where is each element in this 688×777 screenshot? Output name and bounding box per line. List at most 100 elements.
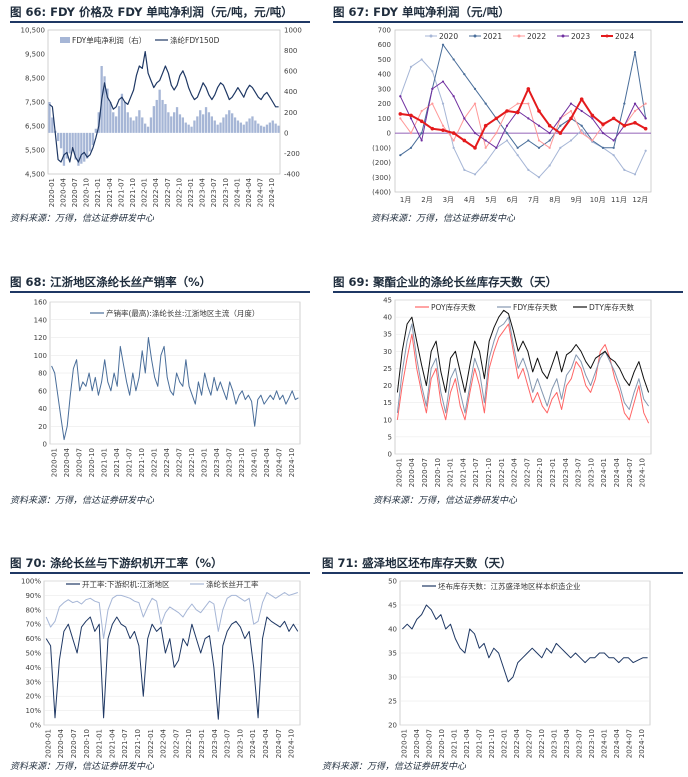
profit-bar — [48, 102, 51, 133]
series-point-2024 — [579, 97, 584, 102]
series-point-2021 — [601, 146, 605, 149]
profit-bar — [164, 104, 167, 133]
x-tick-label: 2022-07 — [175, 448, 183, 477]
series-line-2022 — [399, 103, 646, 149]
x-tick-label: 1月 — [400, 196, 411, 204]
y-tick-label: 50 — [388, 578, 397, 586]
panel-fig71: 图 71: 盛泽地区坯布库存天数（天） 20 25 30 35 40 45 50 2020-0… — [322, 555, 683, 775]
profit-bar — [228, 110, 231, 133]
x-tick-label: 2021-07 — [125, 448, 133, 477]
x-tick-label: 7月 — [528, 196, 539, 204]
x-tick-label: 2021-10 — [134, 729, 142, 758]
title-rule — [10, 291, 310, 293]
x-tick-label: 2022-04 — [152, 177, 160, 207]
profit-bar — [265, 124, 269, 133]
legend-marker — [561, 34, 565, 38]
x-tick-label: 2024-04 — [613, 457, 621, 487]
series-point-2021 — [559, 124, 562, 127]
series-point-2020 — [463, 168, 466, 172]
series-point-2024 — [483, 123, 488, 128]
series-point-2023 — [441, 80, 445, 83]
x-tick-label: 2020-07 — [70, 729, 78, 758]
x-tick-label: 2023-01 — [198, 729, 206, 758]
sales-ratio-chart: 0 20 40 60 80 100 120 140 160 2020-01 2020-04 2020-… — [34, 299, 301, 477]
y-tick-label: 30% — [25, 678, 41, 686]
y-tick-label: 45 — [388, 602, 397, 610]
profit-bar — [239, 122, 242, 133]
x-tick-label: 2022-07 — [172, 729, 180, 758]
x-tick-label: 2020-04 — [63, 447, 71, 477]
profit-bar — [141, 117, 144, 133]
profit-bar — [187, 124, 190, 133]
x-tick-label: 2024-07 — [275, 448, 283, 477]
profit-bar — [88, 132, 92, 152]
series-point-2022 — [580, 131, 583, 135]
x-tick-label: 2021-01 — [100, 448, 108, 477]
series-point-2020 — [537, 176, 541, 179]
profit-bar — [277, 125, 280, 133]
series-point-2023 — [559, 117, 562, 120]
legend-label: POY库存天数 — [431, 302, 476, 312]
grey-fabric-inventory-chart: 20 25 30 35 40 45 50 2020-01 2020-04 2020-07 2020-… — [388, 578, 651, 758]
legend-label: 开工率:下游织机:江浙地区 — [82, 579, 170, 589]
series-point-2024 — [526, 87, 531, 91]
profit-bar — [274, 123, 277, 133]
y-left-tick-label: 10,500 — [21, 27, 46, 35]
x-tick-label: 2024-01 — [600, 458, 608, 487]
series-point-2024 — [633, 120, 637, 125]
x-tick-label: 2022-01 — [498, 458, 506, 487]
inventory-days-chart: 0 5 10 15 20 25 30 35 40 45 2020-01 2020-04 2020-07 2… — [383, 297, 652, 487]
series-point-2020 — [473, 173, 477, 176]
x-tick-label: 3月 — [443, 196, 454, 204]
profit-bar — [199, 110, 202, 133]
profit-bar — [152, 106, 155, 133]
x-tick-label: 2022-04 — [163, 447, 171, 477]
series-line — [45, 592, 298, 640]
series-point-2024 — [547, 123, 552, 128]
y-right-tick-label: -400 — [284, 171, 300, 179]
series-point-2022 — [431, 102, 434, 105]
fdy-profit-yearly-chart: 700 600 500 400 300 200 100 0 (100) (200) (300) (40… — [372, 27, 652, 204]
profit-bar — [91, 132, 95, 146]
series-point-2021 — [580, 124, 583, 127]
profit-bar — [216, 124, 219, 133]
y-tick-label: 40 — [38, 405, 47, 413]
x-tick-label: 2022-01 — [147, 729, 155, 758]
legend-marker — [429, 34, 433, 38]
x-tick-label: 2024-07 — [625, 729, 633, 758]
x-tick-label: 2023-07 — [575, 729, 583, 758]
series-point-2023 — [601, 131, 605, 135]
y-left-tick-label: 6,500 — [25, 123, 45, 131]
x-tick-label: 2021-04 — [108, 728, 116, 758]
legend-label: 2020 — [439, 32, 458, 41]
x-tick-label: 2021-10 — [138, 448, 146, 477]
legend-marker — [517, 34, 521, 38]
series-point-2024 — [515, 110, 520, 115]
x-tick-label: 2024-04 — [245, 177, 253, 207]
profit-bar — [68, 132, 71, 154]
plot-frame — [394, 29, 652, 193]
profit-bar — [271, 120, 274, 133]
panel-fig68: 图 68: 江浙地区涤纶长丝产销率（%） 0 20 40 60 80 100 120 140 1… — [10, 274, 310, 514]
profit-bar — [149, 117, 153, 133]
series-point-2022 — [516, 102, 519, 105]
legend-label: 坯布库存天数：江苏盛泽地区样本织造企业 — [438, 581, 581, 591]
x-tick-label: 2023-07 — [575, 458, 583, 487]
profit-bar — [196, 116, 199, 133]
source-note: 资料来源：万得，信达证券研发中心 — [10, 496, 155, 506]
series-line-2023 — [399, 81, 647, 149]
profit-bar — [231, 113, 234, 133]
x-tick-label: 2020-07 — [75, 448, 83, 477]
profit-bar — [123, 102, 126, 133]
series-point-2021 — [527, 139, 530, 142]
series-line — [51, 337, 299, 441]
series-point-2020 — [633, 173, 637, 176]
series-point-2023 — [484, 139, 487, 142]
x-tick-label: 2022-10 — [175, 178, 183, 207]
plot-frame — [47, 29, 281, 175]
y-left-tick-label: 5,500 — [25, 147, 45, 155]
series-point-2023 — [473, 131, 477, 135]
y-tick-label: 20 — [383, 382, 392, 390]
profit-bar — [251, 116, 254, 133]
series-point-2023 — [548, 131, 551, 135]
